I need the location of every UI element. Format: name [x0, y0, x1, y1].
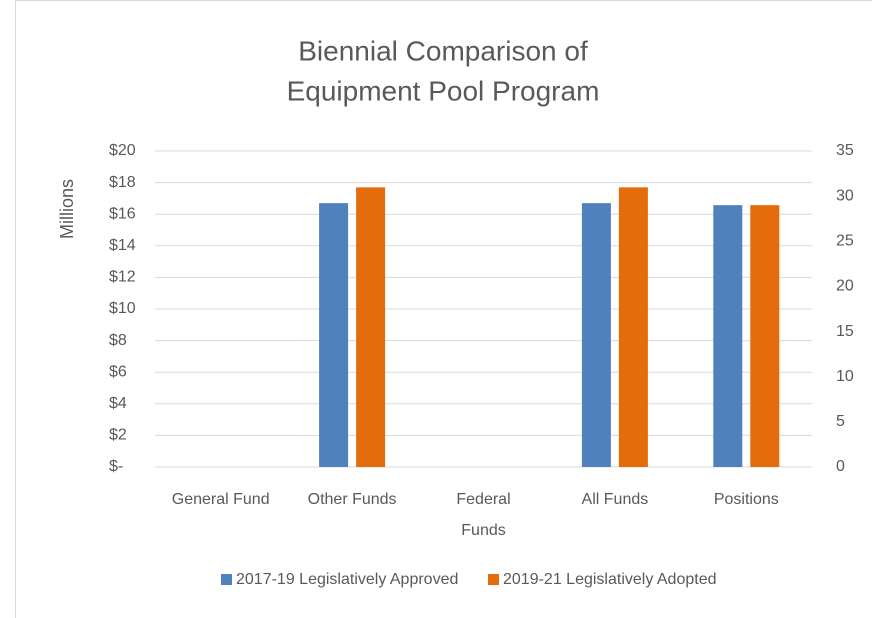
y2-tick-label: 20: [836, 278, 854, 295]
y-tick-label: $14: [109, 237, 136, 254]
y-tick-label: $-: [109, 458, 123, 475]
x-tick-label: General Fund: [172, 491, 270, 508]
x-tick-label-line: Federal: [456, 491, 510, 508]
y-axis-label: Millions: [57, 179, 77, 239]
x-tick-label: All Funds: [582, 491, 649, 508]
chart-border: [15, 0, 872, 618]
bar: [319, 203, 349, 467]
y2-tick-label: 35: [836, 142, 854, 159]
bar: [713, 205, 743, 467]
y2-tick-label: 30: [836, 187, 854, 204]
chart-title: Biennial Comparison of: [298, 35, 588, 66]
y-tick-label: $8: [109, 332, 127, 349]
y-tick-label: $18: [109, 174, 136, 191]
bar: [581, 203, 611, 467]
legend-swatch: [488, 574, 499, 585]
y2-tick-label: 5: [836, 413, 845, 430]
bar: [618, 187, 648, 467]
legend-label: 2019-21 Legislatively Adopted: [503, 571, 717, 588]
bar: [356, 187, 386, 467]
y2-tick-label: 25: [836, 233, 854, 250]
chart-title: Equipment Pool Program: [287, 75, 600, 106]
legend-swatch: [221, 574, 232, 585]
x-tick-label-line: Funds: [461, 522, 505, 539]
y-tick-label: $4: [109, 395, 127, 412]
y-tick-label: $20: [109, 142, 136, 159]
y-tick-label: $10: [109, 300, 136, 317]
y-tick-label: $2: [109, 427, 127, 444]
y-tick-label: $6: [109, 363, 127, 380]
y-tick-label: $12: [109, 269, 136, 286]
legend-label: 2017-19 Legislatively Approved: [236, 571, 458, 588]
y2-tick-label: 15: [836, 323, 854, 340]
x-tick-label: Other Funds: [308, 491, 397, 508]
x-tick-label: Positions: [714, 491, 779, 508]
x-tick-label: Federal Funds: [456, 491, 510, 539]
y2-tick-label: 10: [836, 368, 854, 385]
bar: [750, 205, 780, 467]
y2-tick-label: 0: [836, 458, 845, 475]
y-tick-label: $16: [109, 205, 136, 222]
